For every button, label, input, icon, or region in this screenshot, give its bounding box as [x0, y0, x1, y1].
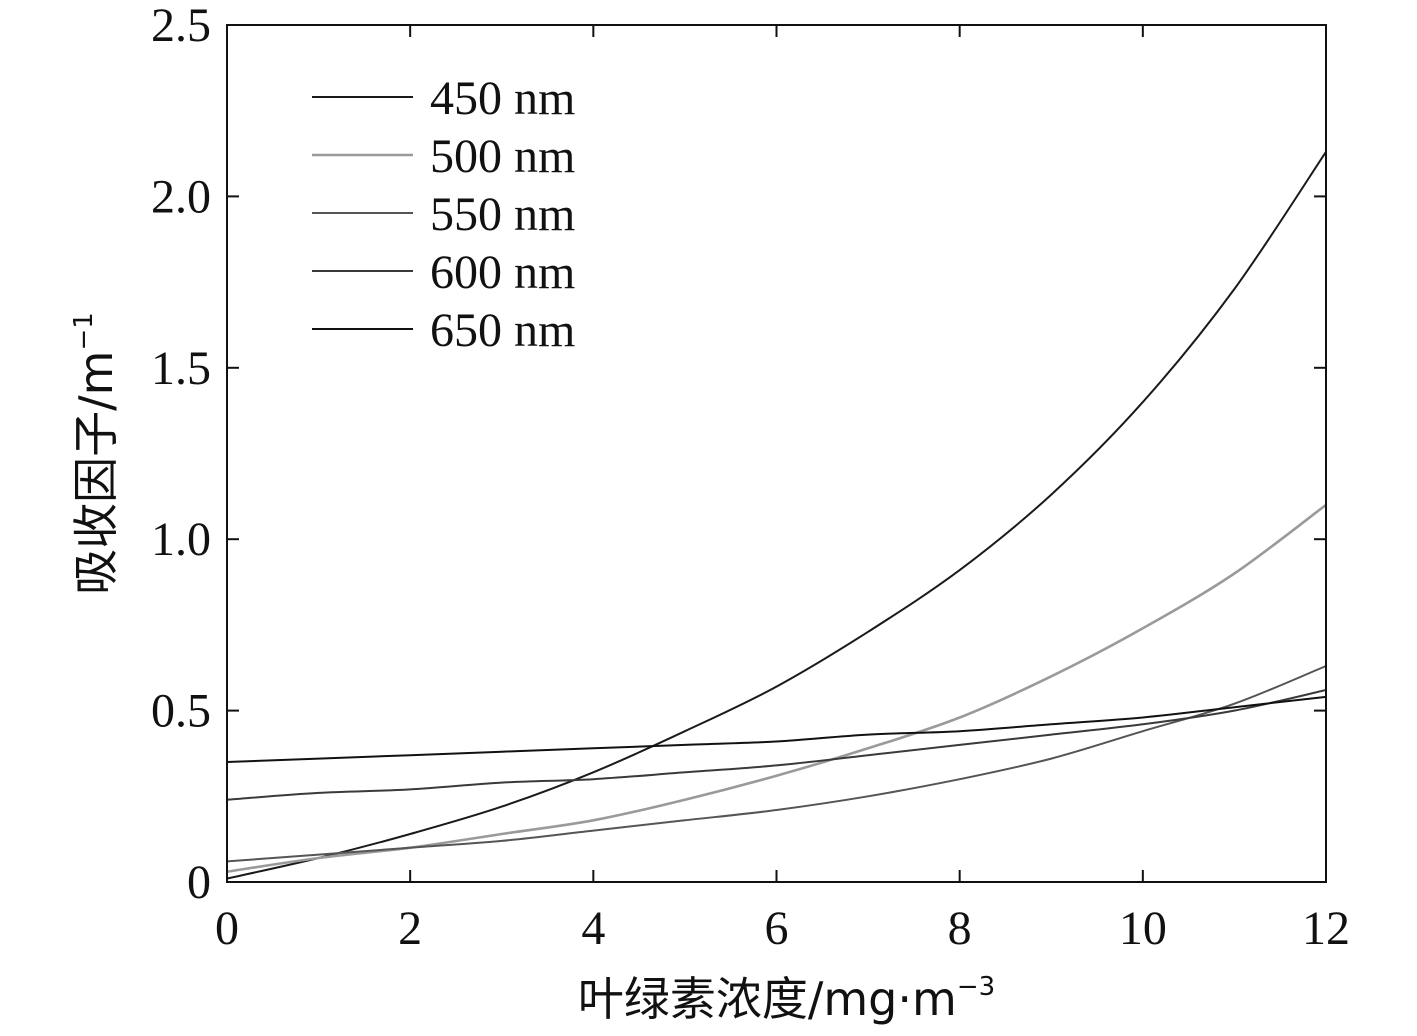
x-tick-label: 8	[948, 902, 972, 955]
y-axis-label-exponent: −1	[69, 312, 99, 350]
y-axis-label-text: 吸收因子/m	[69, 351, 123, 595]
x-axis-label-exponent: −3	[957, 972, 995, 1002]
series-line-600-nm	[226, 689, 1327, 801]
legend-label: 500 nm	[430, 130, 575, 183]
y-tick-label: 0	[187, 856, 211, 909]
series-line-500-nm	[226, 503, 1327, 873]
y-tick-label: 2.0	[151, 170, 211, 223]
series-layer	[226, 151, 1327, 880]
x-tick-label: 0	[215, 902, 239, 955]
y-tick-label: 0.5	[151, 685, 211, 738]
series-line-550-nm	[226, 665, 1327, 863]
y-tick-label: 1.0	[151, 513, 211, 566]
x-tick-label: 2	[398, 902, 422, 955]
y-tick-label: 1.5	[151, 342, 211, 395]
x-tick-label: 10	[1119, 902, 1167, 955]
x-axis-label: 叶绿素浓度/mg·m−3	[578, 972, 995, 1026]
legend-label: 550 nm	[430, 188, 575, 241]
x-axis-label-text: 叶绿素浓度/mg·m	[578, 972, 957, 1026]
y-axis-label: 吸收因子/m−1	[69, 312, 123, 595]
y-tick-label: 2.5	[151, 0, 211, 52]
legend-label: 650 nm	[430, 304, 575, 357]
x-tick-label: 12	[1302, 902, 1350, 955]
legend-label: 450 nm	[430, 72, 575, 125]
x-tick-label: 6	[765, 902, 789, 955]
x-tick-label: 4	[581, 902, 605, 955]
tick-layer: 0 2 4 6 8 10 12 0 0.5 1.0 1.5 2.0 2.5	[151, 0, 1350, 955]
legend-label: 600 nm	[430, 246, 575, 299]
series-line-450-nm	[226, 151, 1327, 880]
series-line-650-nm	[226, 695, 1327, 763]
plot-frame	[226, 24, 1327, 883]
